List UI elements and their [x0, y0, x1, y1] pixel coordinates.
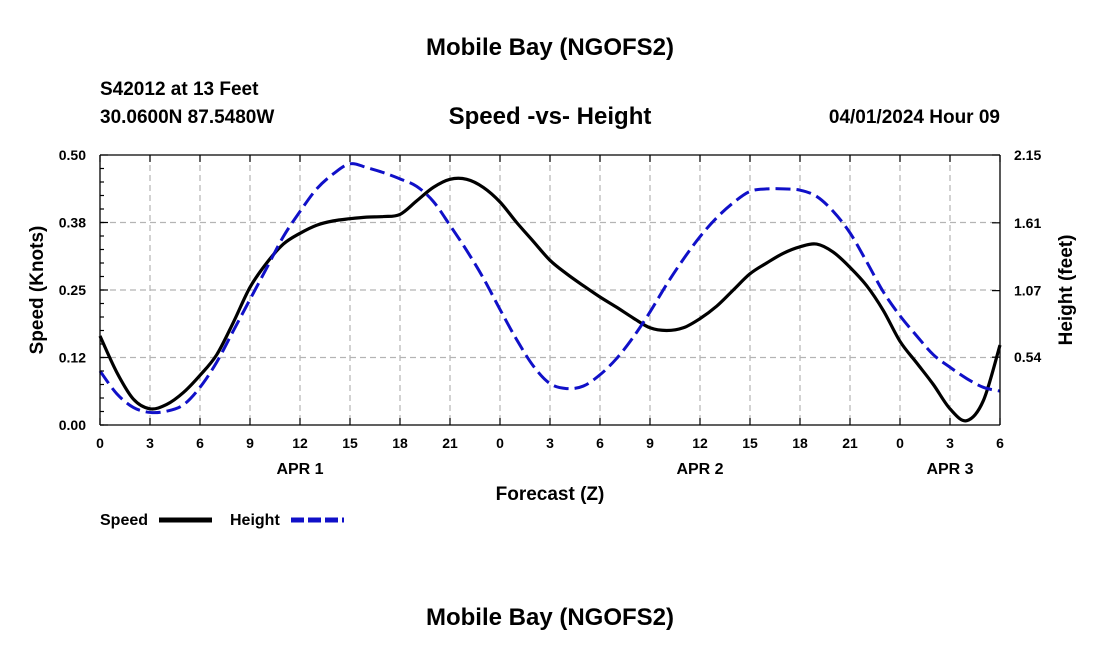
page-title-top: Mobile Bay (NGOFS2) [426, 34, 674, 61]
x-tick-label: 18 [392, 435, 408, 451]
axes [99, 154, 1001, 426]
legend: Speed Height [100, 512, 344, 529]
y2-tick-label: 0.54 [1014, 349, 1041, 365]
x-tick-label: 6 [596, 435, 604, 451]
grid-lines [100, 155, 1000, 425]
x-tick-label: 0 [496, 435, 504, 451]
x-tick-label: 3 [546, 435, 554, 451]
x-tick-label: 12 [692, 435, 708, 451]
series-lines [98, 162, 1002, 423]
x-tick-label: 15 [742, 435, 758, 451]
date-labels: APR 1 APR 2 APR 3 [276, 461, 973, 478]
x-tick-label: 12 [292, 435, 308, 451]
legend-height-label: Height [230, 512, 280, 529]
y2-tick-label: 1.61 [1014, 215, 1041, 231]
legend-speed-label: Speed [100, 512, 148, 529]
y-tick-label: 0.25 [59, 282, 86, 298]
y-tick-label: 0.12 [59, 350, 86, 366]
x-tick-label: 18 [792, 435, 808, 451]
date-label: APR 3 [926, 461, 973, 478]
height-series-line [98, 162, 1001, 415]
x-tick-label: 21 [442, 435, 458, 451]
y-tick-label: 0.38 [59, 215, 86, 231]
location-label: 30.0600N 87.5480W [100, 107, 274, 128]
y2-axis-label: Height (feet) [1056, 235, 1077, 346]
y-tick-labels: 0.00 0.12 0.25 0.38 0.50 [59, 147, 86, 433]
y-tick-label: 0.00 [59, 417, 86, 433]
x-tick-label: 3 [946, 435, 954, 451]
page-title-bottom: Mobile Bay (NGOFS2) [426, 604, 674, 631]
date-label: APR 2 [676, 461, 723, 478]
x-tick-label: 21 [842, 435, 858, 451]
x-tick-label: 6 [996, 435, 1004, 451]
x-tick-labels: 0 3 6 9 12 15 18 21 0 3 6 9 12 15 18 21 0 3 6 [96, 435, 1004, 451]
x-tick-label: 6 [196, 435, 204, 451]
y2-tick-label: 1.07 [1014, 283, 1041, 299]
x-tick-label: 9 [646, 435, 654, 451]
x-tick-label: 0 [96, 435, 104, 451]
x-tick-label: 3 [146, 435, 154, 451]
chart-title: Speed -vs- Height [449, 103, 652, 130]
x-axis-label: Forecast (Z) [496, 484, 605, 505]
y-tick-label: 0.50 [59, 147, 86, 163]
timestamp-label: 04/01/2024 Hour 09 [829, 107, 1000, 128]
speed-series-line [98, 176, 1002, 423]
x-tick-label: 15 [342, 435, 358, 451]
date-label: APR 1 [276, 461, 323, 478]
x-tick-label: 9 [246, 435, 254, 451]
y2-tick-labels: 0.54 1.07 1.61 2.15 [1014, 147, 1041, 365]
y2-tick-label: 2.15 [1014, 147, 1041, 163]
x-tick-label: 0 [896, 435, 904, 451]
station-label: S42012 at 13 Feet [100, 79, 259, 100]
y-axis-label: Speed (Knots) [27, 226, 48, 355]
